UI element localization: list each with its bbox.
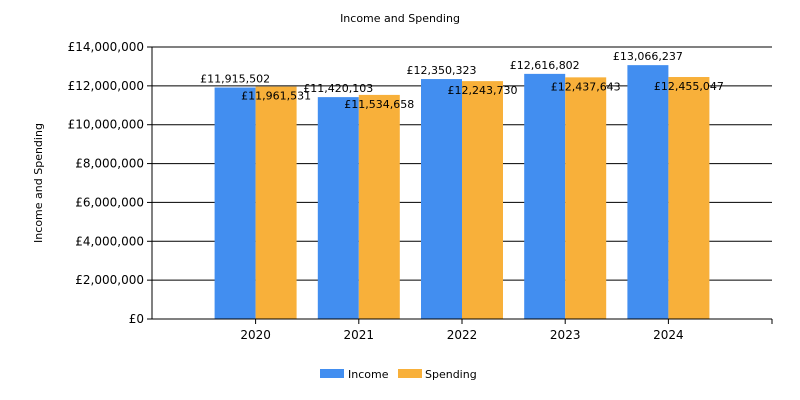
y-tick-label-2: £4,000,000 bbox=[75, 234, 144, 248]
legend-label-income: Income bbox=[348, 368, 389, 381]
bar-spending-2024 bbox=[668, 77, 710, 319]
y-tick-label-6: £12,000,000 bbox=[68, 79, 144, 93]
legend-label-spending: Spending bbox=[425, 368, 477, 381]
data-label-spending-2024: £12,455,047 bbox=[654, 80, 724, 93]
bar-spending-2021 bbox=[358, 94, 400, 319]
y-tick-label-7: £14,000,000 bbox=[68, 40, 144, 54]
bar-income-2020 bbox=[214, 87, 256, 320]
data-label-income-2023: £12,616,802 bbox=[510, 59, 580, 72]
x-tick-label-2024: 2024 bbox=[653, 328, 684, 342]
data-label-income-2022: £12,350,323 bbox=[407, 64, 477, 77]
y-tick-label-0: £0 bbox=[129, 312, 144, 326]
x-tick-label-2021: 2021 bbox=[344, 328, 375, 342]
y-tick-label-4: £8,000,000 bbox=[75, 157, 144, 171]
bars bbox=[214, 65, 710, 320]
bar-income-2023 bbox=[524, 73, 566, 319]
bar-income-2022 bbox=[421, 79, 462, 319]
data-label-income-2021: £11,420,103 bbox=[303, 82, 373, 95]
data-label-spending-2023: £12,437,643 bbox=[551, 80, 621, 93]
bar-spending-2022 bbox=[462, 81, 503, 319]
x-tick-label-2020: 2020 bbox=[240, 328, 271, 342]
data-label-spending-2021: £11,534,658 bbox=[344, 98, 414, 111]
data-labels: £11,915,502 £11,961,531£11,420,103 £11,534… bbox=[200, 50, 724, 111]
bar-spending-2020 bbox=[255, 86, 297, 319]
chart-title: Income and Spending bbox=[340, 12, 460, 25]
axes: £0 £2,000,000 £4,000,000 £6,000,000 £8,000,0… bbox=[68, 40, 773, 342]
data-label-income-2024: £13,066,237 bbox=[613, 50, 683, 63]
legend: Income Spending bbox=[320, 368, 477, 381]
bar-income-2021 bbox=[317, 97, 359, 319]
y-axis-title: Income and Spending bbox=[32, 123, 45, 243]
x-tick-label-2023: 2023 bbox=[550, 328, 581, 342]
bar-income-2024 bbox=[627, 65, 669, 319]
legend-swatch-income bbox=[320, 369, 344, 378]
y-tick-label-3: £6,000,000 bbox=[75, 195, 144, 209]
y-tick-label-1: £2,000,000 bbox=[75, 273, 144, 287]
data-label-income-2020: £11,915,502 bbox=[200, 72, 270, 85]
data-label-spending-2022: £12,243,730 bbox=[448, 84, 518, 97]
y-tick-label-5: £10,000,000 bbox=[68, 118, 144, 132]
data-label-spending-2020: £11,961,531 bbox=[241, 90, 311, 103]
legend-swatch-spending bbox=[398, 369, 422, 378]
x-tick-label-2022: 2022 bbox=[447, 328, 478, 342]
bar-spending-2023 bbox=[565, 77, 607, 319]
